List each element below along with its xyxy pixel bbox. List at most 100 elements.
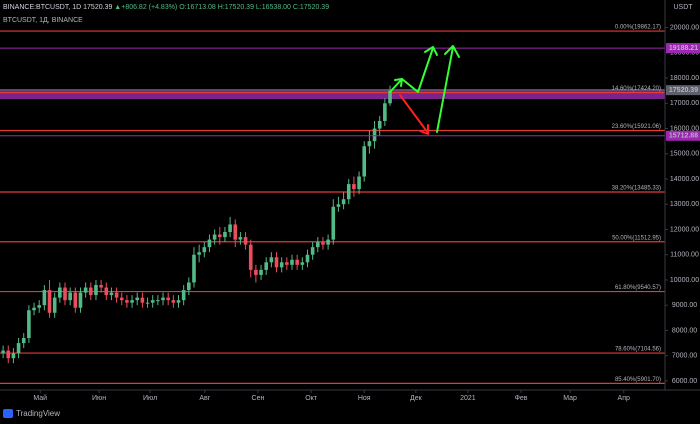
y-tick-label: 18000.00 xyxy=(670,75,699,82)
candle-body xyxy=(32,307,36,311)
fib-label: 38.20%(13485.33) xyxy=(612,186,661,192)
candle-body xyxy=(290,259,294,265)
price-tag xyxy=(666,85,700,96)
candle-body xyxy=(94,285,98,296)
fib-label: 85.40%(5901.70) xyxy=(615,377,661,383)
candle-body xyxy=(16,343,21,354)
candle-body xyxy=(135,297,140,301)
price-tag-label: 15712.88 xyxy=(669,133,698,140)
x-tick-label: 2021 xyxy=(460,395,476,402)
candle-body xyxy=(161,297,165,301)
candle-body xyxy=(192,254,196,283)
x-tick-label: Май xyxy=(33,394,47,402)
logo-icon xyxy=(3,409,13,418)
currency: USDT xyxy=(673,4,693,11)
candle-body xyxy=(125,300,129,303)
candle-body xyxy=(279,262,284,268)
green-arrow xyxy=(436,46,454,133)
fib-label: 14.60%(17424.20) xyxy=(612,86,661,92)
candle-body xyxy=(181,290,186,301)
fib-label: 23.60%(15921.06) xyxy=(612,124,661,130)
x-tick-label: Апр xyxy=(618,395,630,402)
candle-body xyxy=(248,244,253,270)
candle-body xyxy=(362,146,367,177)
candle-body xyxy=(150,300,155,303)
y-tick-label: 19000.00 xyxy=(670,50,699,57)
candle-body xyxy=(269,257,274,263)
candle-body xyxy=(114,292,119,298)
green-arrow xyxy=(389,47,434,93)
y-tick-label: 14000.00 xyxy=(670,176,699,183)
plot xyxy=(0,30,665,384)
candle-body xyxy=(372,128,377,142)
candle-body xyxy=(42,290,47,306)
candle-body xyxy=(21,338,26,344)
y-tick-label: 15000.00 xyxy=(670,151,699,158)
candle-body xyxy=(274,257,279,268)
candle-body xyxy=(346,184,351,200)
candle-body xyxy=(197,252,201,255)
x-tick-label: Ноя xyxy=(358,395,371,402)
candle-body xyxy=(58,287,62,298)
candle-body xyxy=(130,300,134,303)
candle-body xyxy=(331,206,336,240)
candle-body xyxy=(47,290,52,313)
green-arrowhead xyxy=(424,46,438,56)
candle-body xyxy=(63,287,67,301)
candle-body xyxy=(52,297,57,313)
candle-body xyxy=(187,282,191,291)
candle-body xyxy=(295,259,299,265)
candle-body xyxy=(238,237,243,240)
candle-body xyxy=(140,297,145,303)
candle-body xyxy=(212,234,217,240)
candle-body xyxy=(99,285,103,288)
candle-body xyxy=(285,262,289,265)
candle-body xyxy=(336,204,341,207)
x-tick-label: Мар xyxy=(563,395,577,402)
red-arrow xyxy=(399,94,429,134)
red-arrowhead xyxy=(419,124,429,135)
candle-body xyxy=(341,199,346,205)
candle-body xyxy=(37,305,42,308)
candle-body xyxy=(305,254,310,263)
candle-body xyxy=(321,242,325,245)
candle-body xyxy=(145,302,150,304)
candle-body xyxy=(176,300,181,303)
change: ▲+806.82 (+4.83%) xyxy=(114,4,177,11)
y-tick-label: 9000.00 xyxy=(672,302,697,309)
x-tick-label: Июл xyxy=(143,395,157,402)
candle-body xyxy=(119,297,124,301)
price-tag xyxy=(666,130,700,141)
y-tick-label: 10000.00 xyxy=(670,277,699,284)
candle-body xyxy=(326,239,330,245)
price-tag-label: 19188.21 xyxy=(669,45,698,52)
candle-body xyxy=(243,237,248,245)
last-price: 17520.39 xyxy=(83,4,112,11)
candle-body xyxy=(109,292,114,296)
candle-body xyxy=(171,300,176,303)
candle-body xyxy=(377,120,382,129)
ohlc: O:16713.08 H:17520.39 L:16538.00 C:17520… xyxy=(179,4,329,11)
candle-body xyxy=(264,262,269,270)
candle-body xyxy=(202,247,207,253)
y-tick-label: 16000.00 xyxy=(670,125,699,132)
candle-body xyxy=(156,300,160,302)
candle-body xyxy=(310,247,315,255)
price-tag-label: 17520.39 xyxy=(669,87,698,94)
y-tick-label: 17000.00 xyxy=(670,100,699,107)
candle-body xyxy=(254,269,258,275)
candle-body xyxy=(352,184,356,190)
y-tick-label: 13000.00 xyxy=(670,201,699,208)
candle-body xyxy=(300,262,305,265)
candle-body xyxy=(68,292,72,301)
candle-body xyxy=(166,297,170,301)
branding: TradingView xyxy=(16,409,60,418)
price-tag xyxy=(666,43,700,54)
candle-body xyxy=(383,103,387,121)
x-tick-label: Июн xyxy=(92,395,106,402)
candle-body xyxy=(6,350,11,359)
x-tick-label: Окт xyxy=(305,395,318,402)
y-tick-label: 7000.00 xyxy=(672,353,697,360)
